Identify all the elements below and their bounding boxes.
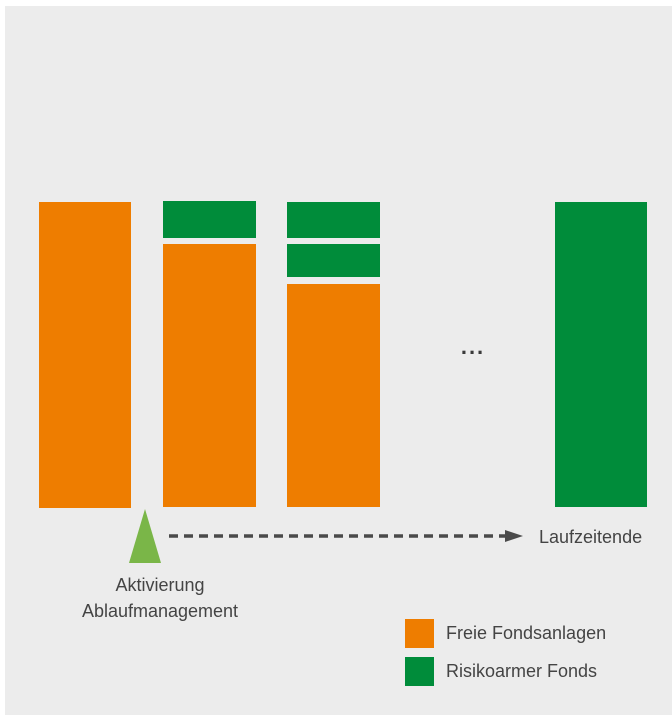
end-label: Laufzeitende bbox=[539, 527, 643, 547]
activation-label: Aktivierung Ablaufmanagement bbox=[45, 572, 275, 624]
timeline-arrow bbox=[169, 530, 523, 542]
bar-3-free-funds bbox=[287, 284, 380, 507]
legend-label-free-funds: Freie Fondsanlagen bbox=[446, 623, 607, 643]
arrow-head-icon bbox=[505, 530, 523, 542]
bar-final-low-risk bbox=[555, 202, 647, 507]
legend-swatch-free-funds bbox=[405, 619, 434, 648]
diagram: ... Laufzeitende Aktivierung Ablaufmanag… bbox=[5, 6, 672, 715]
bar-1-free-funds bbox=[39, 202, 131, 508]
bar-2-low-risk-segment bbox=[163, 201, 256, 238]
bar-2-free-funds bbox=[163, 244, 256, 507]
legend-swatch-low-risk bbox=[405, 657, 434, 686]
legend-label-low-risk: Risikoarmer Fonds bbox=[446, 661, 598, 681]
activation-label-line1: Aktivierung bbox=[115, 575, 205, 595]
ellipsis: ... bbox=[460, 334, 486, 359]
activation-label-line2: Ablaufmanagement bbox=[81, 601, 239, 621]
bar-3-low-risk-segment-top bbox=[287, 202, 380, 238]
activation-triangle-icon bbox=[129, 509, 161, 563]
bar-3-low-risk-segment-bottom bbox=[287, 244, 380, 277]
